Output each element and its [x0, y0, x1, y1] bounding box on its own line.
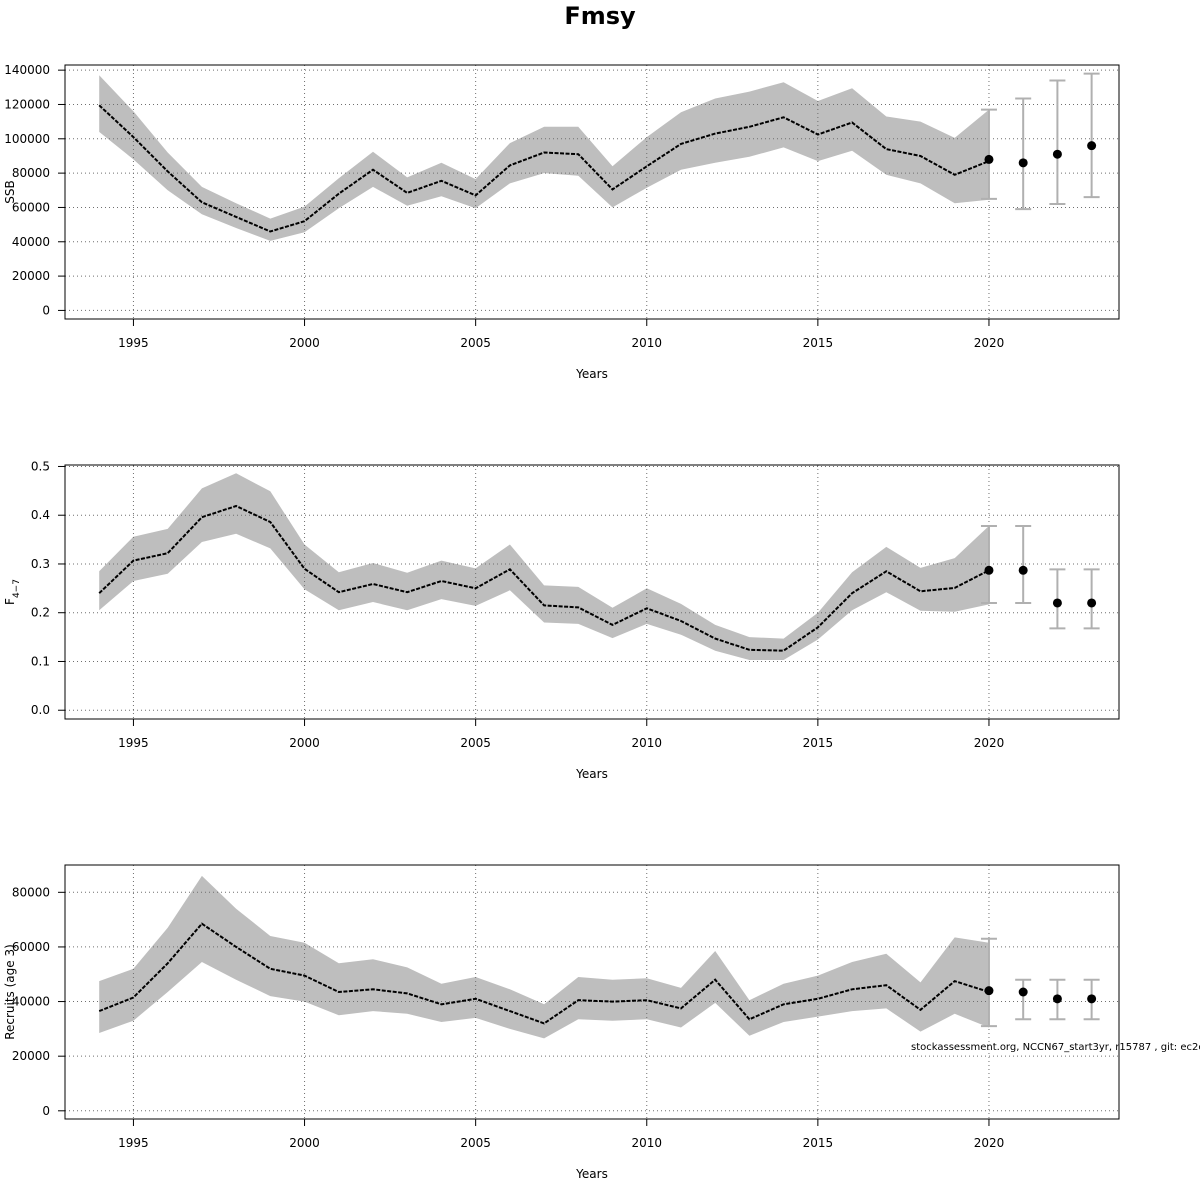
y-axis-label: SSB [3, 180, 17, 203]
estimate-line [98, 922, 990, 1025]
y-tick-label: 20000 [12, 1049, 50, 1063]
forecast-point [1087, 994, 1097, 1004]
chart-title: Fmsy [564, 2, 636, 30]
y-tick-label: 0.0 [31, 703, 50, 717]
x-axis-label: Years [575, 767, 608, 781]
x-tick-label: 1995 [118, 336, 149, 350]
x-tick-label: 2015 [803, 336, 834, 350]
y-tick-label: 40000 [12, 235, 50, 249]
forecast-point [1052, 598, 1062, 608]
forecast-point [1018, 565, 1028, 575]
x-tick-label: 2020 [974, 1136, 1005, 1150]
x-tick-label: 2005 [460, 1136, 491, 1150]
y-tick-label: 80000 [12, 885, 50, 899]
forecast-errorbar [1049, 79, 1066, 206]
x-tick-label: 2020 [974, 736, 1005, 750]
forecast-point [1052, 149, 1062, 159]
x-tick-label: 1995 [118, 736, 149, 750]
y-axis-label-subscript: 4−7 [12, 579, 22, 598]
confidence-band [99, 875, 989, 1039]
forecast-errorbar [1015, 978, 1032, 1021]
x-tick-label: 2005 [460, 336, 491, 350]
x-tick-label: 1995 [118, 1136, 149, 1150]
panel-3: 1995 2000 2005 2010 2015 2020 0 20000 40000 60000… [3, 864, 1120, 1181]
forecast-point [1087, 141, 1097, 151]
forecast-errorbar [1015, 97, 1032, 211]
y-tick-label: 0.5 [31, 459, 50, 473]
x-tick-label: 2000 [289, 736, 320, 750]
confidence-band [99, 473, 989, 660]
y-tick-label: 0.1 [31, 654, 50, 668]
confidence-band [99, 75, 989, 241]
x-tick-label: 2020 [974, 336, 1005, 350]
forecast-point [984, 986, 994, 996]
estimate-line [98, 504, 990, 652]
y-tick-label: 100000 [4, 132, 50, 146]
y-tick-label: 60000 [12, 940, 50, 954]
plot-frame [64, 464, 1120, 720]
y-tick-label: 0 [42, 1104, 50, 1118]
forecast-point [1087, 598, 1097, 608]
x-axis-label: Years [575, 367, 608, 381]
forecast-point [984, 154, 994, 164]
panel-1: 1995 2000 2005 2010 2015 2020 0 20000 40000 60000… [3, 63, 1120, 381]
x-tick-label: 2010 [631, 1136, 662, 1150]
x-tick-label: 2005 [460, 736, 491, 750]
x-tick-label: 2010 [631, 336, 662, 350]
y-tick-label: 40000 [12, 995, 50, 1009]
forecast-errorbar [980, 108, 997, 200]
forecast-errorbar [980, 937, 997, 1028]
estimate-line [98, 104, 990, 233]
forecast-point [1018, 987, 1028, 997]
x-tick-label: 2015 [803, 1136, 834, 1150]
credit-text: stockassessment.org, NCCN67_start3yr, r1… [911, 1042, 1200, 1053]
x-tick-label: 2010 [631, 736, 662, 750]
y-axis-label: F4−7 [3, 579, 22, 605]
forecast-point [1052, 994, 1062, 1004]
x-axis-label: Years [575, 1167, 608, 1181]
y-tick-label: 20000 [12, 269, 50, 283]
plot-frame [64, 64, 1120, 320]
y-tick-label: 60000 [12, 200, 50, 214]
y-tick-label: 0.4 [31, 508, 50, 522]
x-tick-label: 2000 [289, 336, 320, 350]
y-tick-label: 0 [42, 303, 50, 317]
y-tick-label: 140000 [4, 63, 50, 77]
forecast-errorbar [1015, 524, 1032, 604]
forecast-point [984, 565, 994, 575]
forecast-errorbar [1083, 72, 1100, 199]
y-axis-label: Recruits (age 3) [3, 944, 17, 1040]
plot-frame [64, 864, 1120, 1120]
y-tick-label: 0.2 [31, 606, 50, 620]
y-tick-label: 120000 [4, 97, 50, 111]
y-tick-label: 0.3 [31, 557, 50, 571]
forecast-errorbar [980, 524, 997, 604]
y-tick-label: 80000 [12, 166, 50, 180]
panel-2: 1995 2000 2005 2010 2015 2020 0.0 0.1 0.2 0.3 0.4 0… [3, 459, 1120, 781]
forecast-point [1018, 158, 1028, 168]
x-tick-label: 2015 [803, 736, 834, 750]
x-tick-label: 2000 [289, 1136, 320, 1150]
